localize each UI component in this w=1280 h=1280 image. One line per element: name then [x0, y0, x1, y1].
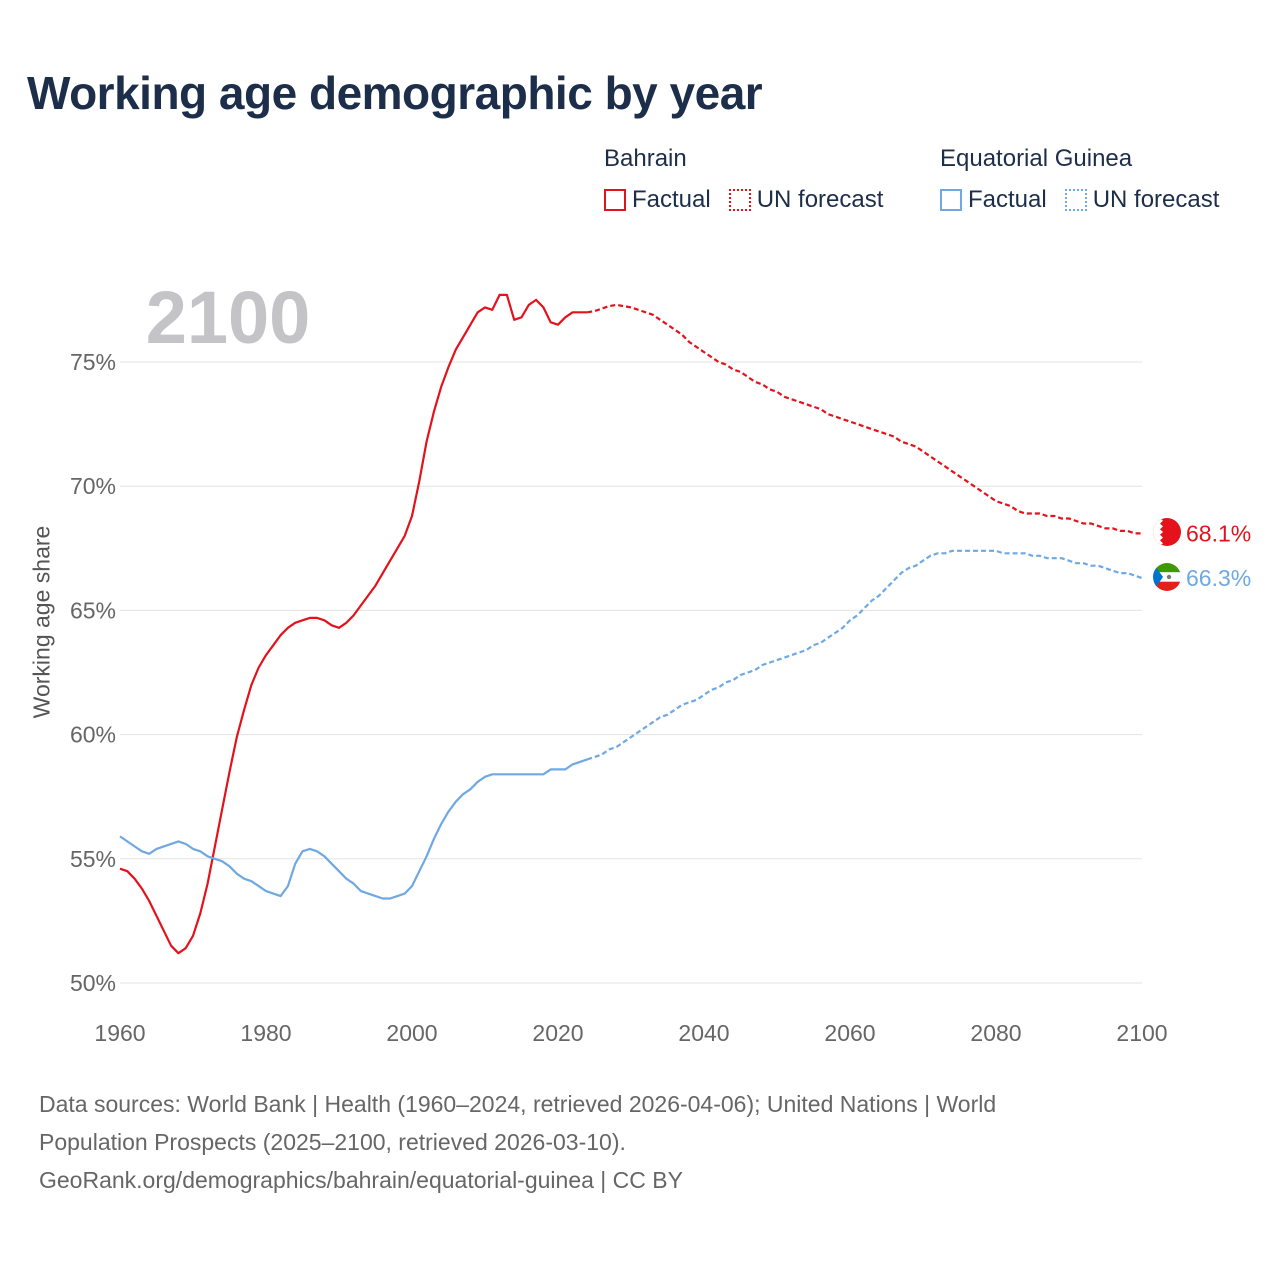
legend-group-equatorial-guinea: Equatorial Guinea Factual UN forecast	[940, 144, 1237, 214]
legend-group-name: Bahrain	[604, 145, 687, 172]
legend-swatch-dotted	[728, 189, 751, 211]
x-tick-labels: 1960 1980 2000 2020 2040 2060 2080 2100	[94, 1020, 1167, 1046]
footer-credit-link[interactable]: GeoRank.org/demographics/bahrain/equator…	[39, 1167, 683, 1193]
legend-swatch-dotted	[1064, 189, 1087, 211]
x-tick-label: 1960	[94, 1020, 145, 1046]
legend-item-eqguinea-forecast[interactable]: UN forecast	[1064, 186, 1220, 214]
x-tick-label: 2000	[386, 1020, 437, 1046]
y-tick-label: 70%	[70, 473, 116, 499]
equatorial-guinea-end-label: 66.3%	[1186, 565, 1251, 591]
bahrain-factual-line	[119, 293, 588, 955]
year-watermark: 2100	[146, 276, 311, 359]
y-tick-label: 50%	[70, 970, 116, 996]
legend-label: UN forecast	[1092, 186, 1220, 213]
x-tick-label: 2060	[824, 1020, 875, 1046]
footer-sources-line2: Population Prospects (2025–2100, retriev…	[39, 1129, 626, 1155]
y-tick-label: 55%	[70, 846, 116, 872]
grid	[120, 361, 1142, 984]
x-tick-label: 2080	[970, 1020, 1021, 1046]
equatorial-guinea-forecast-line	[586, 549, 1143, 761]
y-tick-label: 75%	[70, 349, 116, 375]
y-tick-labels: 50% 55% 60% 65% 70% 75%	[70, 349, 116, 996]
y-tick-label: 60%	[70, 722, 116, 748]
legend-group-name: Equatorial Guinea	[940, 145, 1133, 172]
equatorial-guinea-flag-icon	[1153, 563, 1181, 591]
legend-label: Factual	[968, 186, 1047, 213]
footer: Data sources: World Bank | Health (1960–…	[39, 1085, 1219, 1199]
x-tick-label: 2020	[532, 1020, 583, 1046]
bahrain-end-label: 68.1%	[1186, 520, 1251, 546]
x-tick-label: 2100	[1116, 1020, 1167, 1046]
legend-swatch-solid	[940, 189, 962, 211]
legend-item-bahrain-factual[interactable]: Factual	[604, 186, 711, 214]
legend-group-bahrain: Bahrain Factual UN forecast	[604, 144, 901, 214]
x-tick-label: 2040	[678, 1020, 729, 1046]
legend-swatch-solid	[604, 189, 626, 211]
legend-label: UN forecast	[756, 186, 884, 213]
bahrain-forecast-line	[587, 303, 1142, 535]
bahrain-flag-icon	[1153, 518, 1181, 546]
chart-title: Working age demographic by year	[27, 67, 763, 119]
x-tick-label: 1980	[240, 1020, 291, 1046]
legend-item-bahrain-forecast[interactable]: UN forecast	[728, 186, 884, 214]
legend-item-eqguinea-factual[interactable]: Factual	[940, 186, 1047, 214]
equatorial-guinea-factual-line	[119, 758, 588, 900]
series-layer: 68.1% 66.3%	[119, 293, 1251, 955]
y-tick-label: 65%	[70, 597, 116, 623]
legend-label: Factual	[632, 186, 711, 213]
footer-sources-line1: Data sources: World Bank | Health (1960–…	[39, 1091, 997, 1117]
